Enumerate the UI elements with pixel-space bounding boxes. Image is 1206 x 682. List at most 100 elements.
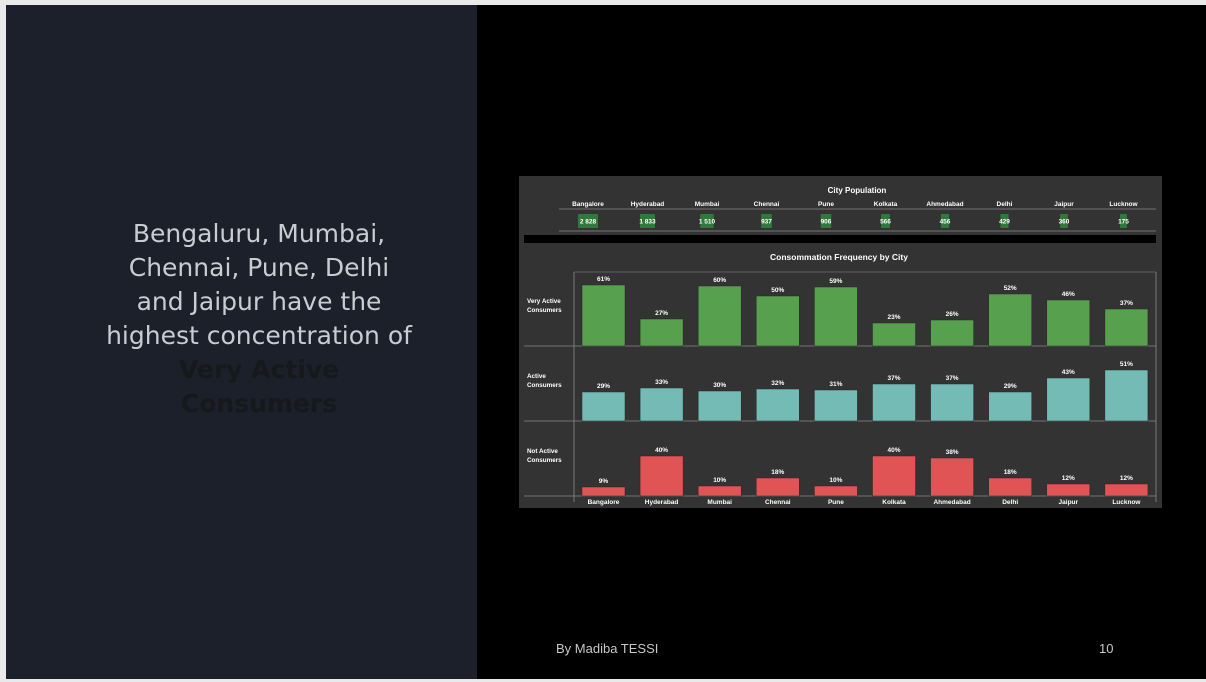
bar-data-label: 37% [1120, 300, 1133, 307]
population-column-header: Bangalore [572, 201, 604, 208]
population-column-header: Hyderabad [631, 201, 665, 208]
bar-data-label: 12% [1062, 475, 1075, 482]
bar [581, 284, 626, 347]
population-title: City Population [828, 186, 887, 195]
bar [697, 390, 742, 422]
population-column-header: Lucknow [1109, 201, 1138, 208]
population-highlight [700, 214, 714, 228]
population-column-header: Ahmedabad [926, 201, 963, 208]
population-value: 2 828 [580, 219, 597, 226]
bar-data-label: 59% [829, 278, 842, 285]
population-column-header: Delhi [997, 201, 1013, 208]
bar-data-label: 26% [946, 311, 959, 318]
population-value: 1 833 [639, 219, 656, 226]
population-column-header: Chennai [754, 201, 780, 208]
population-table: Bangalore 2 828 Hyderabad 1 833 Mumbai 1 510 C… [559, 201, 1156, 232]
category-tick-label: Ahmedabad [933, 499, 970, 506]
bar [930, 319, 974, 347]
frequency-chart: Very Active Consumers 61% 27% 60% 50% 59% 23% 26… [524, 271, 1157, 506]
category-tick-label: Delhi [1002, 499, 1018, 506]
bar-data-label: 51% [1120, 361, 1133, 368]
bar-data-label: 29% [1004, 383, 1017, 390]
category-tick-label: Pune [828, 499, 844, 506]
category-tick-label: Lucknow [1112, 499, 1141, 506]
bar-data-label: 40% [887, 447, 900, 454]
row-label: Active Consumers [527, 373, 562, 389]
bar [988, 391, 1032, 422]
bar [988, 293, 1032, 347]
page-number: 10 [1099, 641, 1114, 656]
population-highlight [761, 214, 772, 228]
population-highlight [578, 214, 598, 228]
bar [697, 485, 742, 497]
population-column-header: Jaipur [1054, 201, 1074, 208]
separator-bar [524, 235, 1156, 243]
footer-author: By Madiba TESSI [556, 641, 659, 656]
bar [872, 383, 916, 422]
population-highlight [940, 214, 950, 228]
bar [814, 485, 858, 497]
bar-data-label: 38% [946, 449, 959, 456]
bar-data-label: 18% [1004, 469, 1017, 476]
bar [930, 383, 974, 422]
bar [581, 486, 626, 497]
population-highlight [1120, 214, 1127, 228]
population-highlight [1000, 214, 1009, 228]
bar [1046, 299, 1091, 347]
row-label: Very Active Consumers [527, 298, 562, 314]
category-tick-label: Jaipur [1059, 499, 1079, 506]
bar [814, 389, 858, 422]
population-column-header: Kolkata [874, 201, 898, 208]
population-highlight [881, 214, 890, 228]
population-highlight [1060, 214, 1068, 228]
bar-data-label: 37% [887, 375, 900, 382]
bar-data-label: 29% [597, 383, 610, 390]
bar [639, 455, 684, 497]
population-highlight [639, 214, 656, 228]
bar [1046, 483, 1091, 497]
row-label: Not Active Consumers [527, 448, 562, 464]
bar [639, 387, 684, 422]
bar [988, 477, 1032, 497]
bar-data-label: 43% [1062, 369, 1075, 376]
bar-data-label: 27% [655, 310, 668, 317]
bar-data-label: 61% [597, 276, 610, 283]
bar-data-label: 33% [655, 379, 668, 386]
category-tick-label: Mumbai [707, 499, 732, 506]
bar-data-label: 31% [829, 381, 842, 388]
bar [872, 455, 916, 497]
frequency-chart-title: Consommation Frequency by City [770, 252, 908, 262]
bar-data-label: 12% [1120, 475, 1133, 482]
population-value: 429 [999, 219, 1010, 226]
bar [1104, 308, 1149, 347]
population-value: 906 [821, 219, 832, 226]
population-value: 566 [880, 219, 891, 226]
headline-emphasis: Very Active Consumers [178, 355, 340, 418]
bar [581, 391, 626, 422]
category-tick-label: Hyderabad [645, 499, 679, 506]
bar-data-label: 37% [946, 375, 959, 382]
population-value: 175 [1118, 219, 1129, 226]
bar [1104, 369, 1149, 422]
bar [756, 388, 800, 422]
bar-data-label: 9% [599, 478, 609, 485]
dashboard-svg: City Population Bangalore 2 828 Hyderabad 1… [524, 186, 1157, 506]
bar [697, 285, 742, 347]
bar-data-label: 46% [1062, 291, 1075, 298]
population-value: 360 [1059, 219, 1070, 226]
population-value: 456 [940, 219, 951, 226]
population-highlight [820, 214, 832, 228]
slide: Bengaluru, Mumbai, Chennai, Pune, Delhi … [6, 5, 1206, 679]
left-panel: Bengaluru, Mumbai, Chennai, Pune, Delhi … [6, 5, 477, 679]
bar-data-label: 52% [1004, 285, 1017, 292]
dashboard-image: City Population Bangalore 2 828 Hyderabad 1… [519, 176, 1162, 508]
headline-text: Bengaluru, Mumbai, Chennai, Pune, Delhi … [106, 219, 412, 350]
bar [756, 295, 800, 347]
bar-data-label: 40% [655, 447, 668, 454]
population-column-header: Pune [818, 201, 834, 208]
population-value: 1 510 [699, 219, 716, 226]
bar-data-label: 60% [713, 277, 726, 284]
bar-data-label: 10% [829, 477, 842, 484]
bar [814, 286, 858, 347]
population-value: 937 [761, 219, 772, 226]
